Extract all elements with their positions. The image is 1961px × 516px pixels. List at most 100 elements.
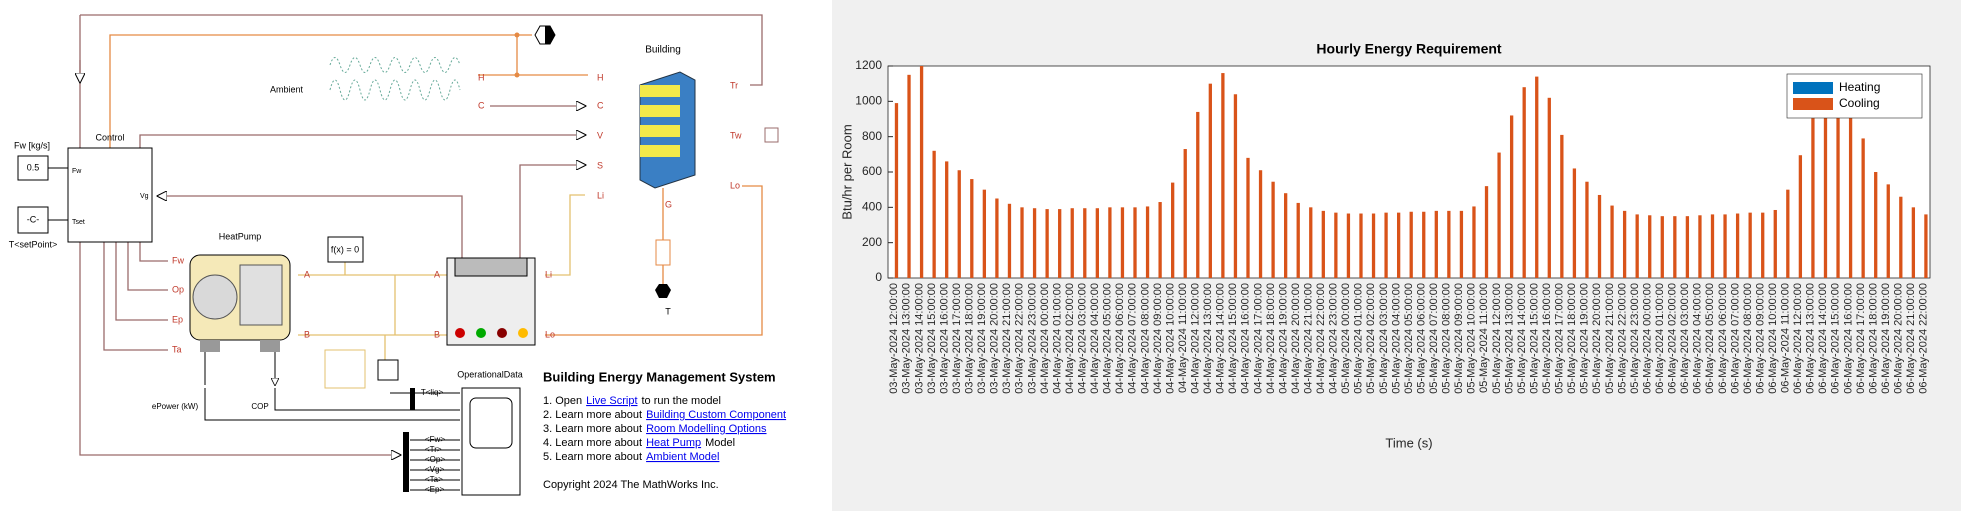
x-tick-label: 03-May-2024 18:00:00 [964,283,976,394]
x-tick-label: 04-May-2024 02:00:00 [1064,283,1076,394]
item-link[interactable]: Room Modelling Options [646,423,767,435]
item-text: 1. Open [543,395,582,407]
bar [1673,216,1677,278]
constant-block [17,206,49,234]
bar [1874,172,1878,278]
x-tick-label: 03-May-2024 19:00:00 [976,283,988,394]
wire [103,242,168,351]
y-tick-label: 0 [875,270,882,284]
bar [1284,193,1288,278]
bar [1735,213,1740,278]
x-tick-label: 04-May-2024 23:00:00 [1328,283,1340,394]
x-tick-label: 05-May-2024 00:00:00 [1340,283,1352,394]
x-axis-label: Time (s) [1385,435,1432,450]
x-tick-label: 04-May-2024 14:00:00 [1215,283,1227,394]
bar [1585,181,1589,278]
x-tick-label: 04-May-2024 07:00:00 [1127,283,1139,394]
diagram-label: Tr [730,80,738,90]
copyright: Copyright 2024 The MathWorks Inc. [543,479,719,491]
bar [1572,168,1577,278]
diagram [17,14,779,496]
diagram-label: Ep [172,314,183,324]
wire [478,35,588,76]
bar [1811,118,1815,278]
bar [1183,149,1187,278]
x-tick-label: 04-May-2024 06:00:00 [1114,283,1126,394]
x-tick-label: 06-May-2024 01:00:00 [1654,283,1666,394]
x-tick-label: 06-May-2024 17:00:00 [1855,283,1867,394]
bar [1660,216,1664,278]
x-tick-label: 05-May-2024 18:00:00 [1566,283,1578,394]
diagram-label: G [665,199,672,209]
diagram-label: <Ep> [425,485,444,494]
diagram-label: T [549,32,555,42]
description-item: 4. Learn more about Heat Pump Model [543,437,735,449]
wire [48,167,68,221]
bar [1045,209,1049,278]
bar [1083,208,1087,278]
y-tick-label: 200 [862,235,882,249]
thermal-resistor [655,239,671,266]
diagram-label: T<liq> [421,388,444,397]
bar [1911,207,1916,278]
x-tick-label: 05-May-2024 10:00:00 [1466,283,1478,394]
x-tick-label: 03-May-2024 13:00:00 [901,283,913,394]
item-link[interactable]: Live Script [586,395,637,407]
gauge-block [324,349,366,389]
bar [1258,170,1263,278]
diagram-label: A [434,269,440,279]
bar [1710,214,1715,278]
bar [1522,87,1526,278]
bar [1509,115,1514,278]
diagram-label: f(x) = 0 [331,244,359,254]
bar [970,179,974,278]
x-tick-label: 05-May-2024 16:00:00 [1541,283,1553,394]
item-link[interactable]: Building Custom Component [646,409,786,421]
item-link[interactable]: Ambient Model [646,451,719,463]
x-tick-label: 03-May-2024 20:00:00 [989,283,1001,394]
junction [514,72,520,78]
bar [1610,205,1614,278]
y-tick-label: 800 [862,129,882,143]
y-tick-label: 1000 [855,94,882,108]
wire [204,388,460,491]
diagram-label: V [597,130,603,140]
heatpump-foot [260,340,280,352]
x-tick-label: 05-May-2024 14:00:00 [1516,283,1528,394]
bar [1773,209,1777,278]
bar [1459,210,1464,278]
axes [887,65,1931,279]
x-tick-label: 05-May-2024 02:00:00 [1365,283,1377,394]
x-tick-label: 04-May-2024 00:00:00 [1039,283,1051,394]
bar [1095,208,1099,278]
bar [1208,83,1212,279]
diagram-label: Tw [730,130,742,140]
diagram-label: <Op> [425,455,445,464]
x-tick-label: 05-May-2024 22:00:00 [1616,283,1628,394]
x-tick-label: 05-May-2024 17:00:00 [1554,283,1566,394]
x-tick-label: 04-May-2024 01:00:00 [1051,283,1063,394]
x-tick-label: 05-May-2024 03:00:00 [1378,283,1390,394]
x-tick-label: 06-May-2024 12:00:00 [1792,283,1804,394]
y-axis-label: Btu/hr per Room [839,124,854,219]
bar [1861,138,1865,278]
diagram-label: 0.5 [27,162,40,172]
scope-screen [469,397,513,449]
diagram-label: H [597,72,604,82]
x-tick-label: 04-May-2024 21:00:00 [1302,283,1314,394]
x-tick-label: 04-May-2024 12:00:00 [1189,283,1201,394]
item-link[interactable]: Heat Pump [646,437,701,449]
wire [545,194,585,276]
x-tick-label: 04-May-2024 10:00:00 [1164,283,1176,394]
description-item: 1. Open Live Script to run the model [543,395,721,407]
x-tick-label: 05-May-2024 15:00:00 [1528,283,1540,394]
x-tick-label: 05-May-2024 11:00:00 [1478,283,1490,393]
valve-top [454,257,528,277]
x-tick-label: 04-May-2024 22:00:00 [1315,283,1327,394]
bar [1434,210,1438,278]
x-tick-label: 06-May-2024 19:00:00 [1880,283,1892,394]
bar [1560,134,1564,278]
bar [1472,206,1476,278]
legend-box [1786,73,1923,119]
x-tick-label: 04-May-2024 19:00:00 [1277,283,1289,394]
